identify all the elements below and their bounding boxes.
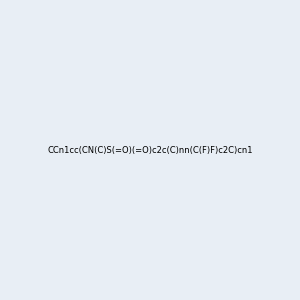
Text: CCn1cc(CN(C)S(=O)(=O)c2c(C)nn(C(F)F)c2C)cn1: CCn1cc(CN(C)S(=O)(=O)c2c(C)nn(C(F)F)c2C)… — [47, 146, 253, 154]
